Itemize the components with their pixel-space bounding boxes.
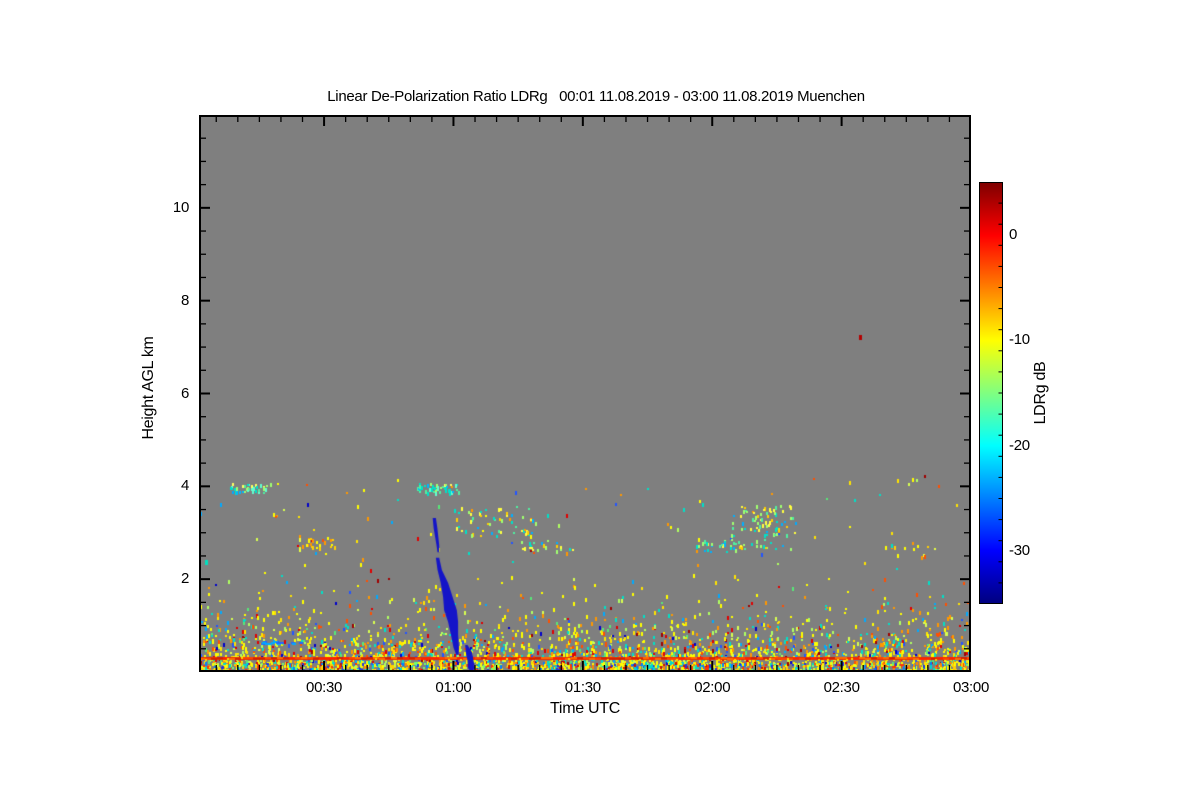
x-tick-label: 03:00 [952,679,990,696]
x-tick-label: 02:30 [823,679,860,696]
colorbar-tick-label: 0 [1009,225,1018,243]
y-axis-title: Height AGL km [140,336,157,440]
plot-title: Linear De-Polarization Ratio LDRg 00:01 … [327,88,865,105]
y-tick-label: 6 [180,384,189,402]
colorbar-tick-label: -10 [1009,331,1030,349]
x-tick-label: 00:30 [306,679,343,696]
colorbar-tick-label: -30 [1009,542,1030,560]
x-tick-label: 02:00 [694,679,731,696]
y-tick-label: 2 [180,570,189,588]
x-tick-label: 01:00 [435,679,472,696]
y-tick-label: 4 [180,477,189,495]
heatmap-canvas [199,115,971,672]
x-tick-label: 01:30 [564,679,601,696]
colorbar-gradient [979,182,1003,604]
y-tick-label: 10 [172,198,189,216]
y-tick-label: 8 [180,291,189,309]
plot-area [199,115,971,672]
colorbar-tick-label: -20 [1009,436,1030,454]
x-axis-title: Time UTC [550,700,620,717]
colorbar-title: LDRg dB [1032,361,1049,425]
